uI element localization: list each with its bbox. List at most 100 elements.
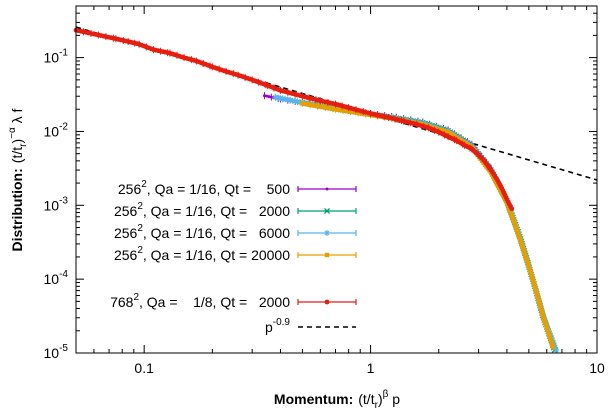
legend-sample-marker xyxy=(325,187,329,191)
data-point xyxy=(542,318,547,323)
y-tick-label: 10-2 xyxy=(44,121,69,139)
data-point xyxy=(541,315,546,320)
legend-label: 2562, Qa = 1/16, Qt = 6000 xyxy=(114,223,290,241)
y-tick-label: 10-3 xyxy=(44,195,69,213)
plot-frame xyxy=(75,5,598,354)
legend: 2562, Qa = 1/16, Qt = 500 2562, Qa = 1/1… xyxy=(110,179,357,335)
legend-sample-marker xyxy=(324,299,330,305)
data-point xyxy=(315,103,320,109)
data-point xyxy=(537,303,543,308)
legend-label: 2562, Qa = 1/16, Qt = 2000 xyxy=(114,201,290,219)
legend-label-post: , Qa = 1/8, Qt = 2000 xyxy=(139,294,290,310)
data-point xyxy=(509,206,515,212)
data-point xyxy=(539,308,544,313)
data-point xyxy=(345,109,351,114)
legend-sample xyxy=(297,208,357,214)
axis-ticks xyxy=(75,5,598,354)
legend-label-pre: 256 xyxy=(114,247,138,263)
data-point xyxy=(300,101,305,106)
data-point xyxy=(350,109,356,115)
legend-label-pre: 256 xyxy=(114,225,138,241)
data-point xyxy=(547,335,553,340)
data-point xyxy=(333,107,338,112)
y-tick-label: 10-4 xyxy=(44,269,69,287)
data-point xyxy=(511,219,517,224)
data-point xyxy=(542,320,548,325)
data-point xyxy=(543,322,549,328)
x-tick-label: 10 xyxy=(589,360,605,376)
data-point xyxy=(310,102,315,108)
data-point xyxy=(355,110,361,116)
legend-sample xyxy=(297,252,357,258)
data-point xyxy=(531,279,536,284)
legend-sample xyxy=(297,230,357,236)
x-axis-title-sup: β xyxy=(383,389,389,400)
legend-label-post: , Qa = 1/16, Qt = 20000 xyxy=(143,247,290,263)
data-point xyxy=(538,305,544,311)
data-point xyxy=(348,109,353,114)
data-point xyxy=(318,104,323,109)
data-point xyxy=(320,104,325,110)
data-point xyxy=(519,243,525,248)
data-point xyxy=(546,330,551,335)
data-point xyxy=(323,105,328,110)
data-point xyxy=(523,255,529,261)
legend-label-pre: 768 xyxy=(110,294,134,310)
data-point xyxy=(330,106,336,111)
data-point xyxy=(527,267,532,272)
data-point xyxy=(544,325,549,330)
x-axis-title-sub: r xyxy=(375,400,379,411)
y-tick-label: 10-1 xyxy=(44,48,69,66)
series-group xyxy=(300,99,556,350)
data-point xyxy=(509,212,514,217)
data-point xyxy=(343,108,348,114)
data-point xyxy=(340,108,346,113)
data-point xyxy=(528,269,533,275)
x-axis-title-main: Momentum: xyxy=(274,391,353,407)
data-point xyxy=(537,300,542,306)
legend-sample-marker xyxy=(324,252,330,258)
x-tick-label: 0.1 xyxy=(134,360,154,376)
data-point xyxy=(265,94,269,98)
data-point xyxy=(519,241,524,246)
data-point xyxy=(267,95,271,99)
legend-entry: 2562, Qa = 1/16, Qt = 20000 xyxy=(114,245,357,263)
data-point xyxy=(526,265,532,270)
data-point xyxy=(514,226,519,232)
data-point xyxy=(550,344,556,350)
y-axis-title-close: ) xyxy=(9,139,25,144)
legend-label-sup: 2 xyxy=(137,245,143,256)
legend-label-sup: 2 xyxy=(137,223,143,234)
data-point xyxy=(312,103,318,108)
data-point xyxy=(524,258,530,263)
data-point xyxy=(546,332,552,338)
legend-entry: p-0.9 xyxy=(265,317,356,335)
chart-marks xyxy=(73,26,598,353)
legend-label: 2562, Qa = 1/16, Qt = 500 xyxy=(118,179,290,197)
y-axis-title-sup: −α xyxy=(7,127,18,139)
data-point xyxy=(262,94,266,98)
series-group xyxy=(73,26,515,212)
data-point xyxy=(533,286,538,291)
data-point xyxy=(536,298,542,303)
data-point xyxy=(522,250,527,256)
legend-label-pre: 256 xyxy=(114,203,138,219)
data-point xyxy=(526,262,531,268)
legend-label: p-0.9 xyxy=(265,317,290,335)
data-point xyxy=(516,233,522,239)
data-point xyxy=(549,340,554,345)
data-point xyxy=(532,284,537,289)
series-group xyxy=(299,99,558,353)
data-point xyxy=(325,105,331,111)
data-point xyxy=(517,236,523,241)
data-point xyxy=(529,274,535,279)
x-tick-label: 1 xyxy=(367,360,375,376)
data-point xyxy=(443,129,449,134)
x-axis-title: Momentum: (t/tr)β p xyxy=(274,389,400,411)
y-axis-title-sub: r xyxy=(18,143,29,147)
legend-label-sup: 2 xyxy=(141,179,147,190)
legend-label-pre: 256 xyxy=(118,181,142,197)
legend-label-pre: p xyxy=(265,319,273,335)
data-point xyxy=(539,310,545,316)
